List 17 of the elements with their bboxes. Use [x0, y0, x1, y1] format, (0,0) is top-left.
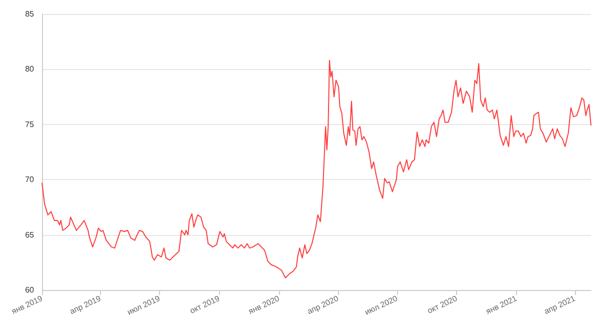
x-tick-label: июл 2019 [126, 294, 162, 317]
x-tick-label: янв 2021 [484, 294, 519, 316]
y-tick-label: 70 [25, 175, 35, 184]
y-tick-label: 85 [25, 10, 35, 18]
x-tick-label: янв 2019 [10, 294, 44, 316]
y-tick-label: 60 [25, 286, 35, 294]
x-tick-label: окт 2019 [188, 294, 222, 316]
x-tick-label: июл 2020 [363, 294, 400, 317]
x-tick-label: янв 2020 [247, 294, 282, 316]
y-tick-label: 65 [25, 230, 35, 240]
line-series [42, 60, 592, 278]
x-tick-label: апр 2021 [542, 294, 578, 316]
y-tick-label: 75 [25, 120, 35, 129]
y-tick-label: 80 [25, 64, 35, 74]
x-tick-label: апр 2020 [306, 294, 340, 316]
x-tick-label: окт 2020 [426, 294, 460, 316]
x-tick-label: апр 2019 [68, 294, 103, 316]
